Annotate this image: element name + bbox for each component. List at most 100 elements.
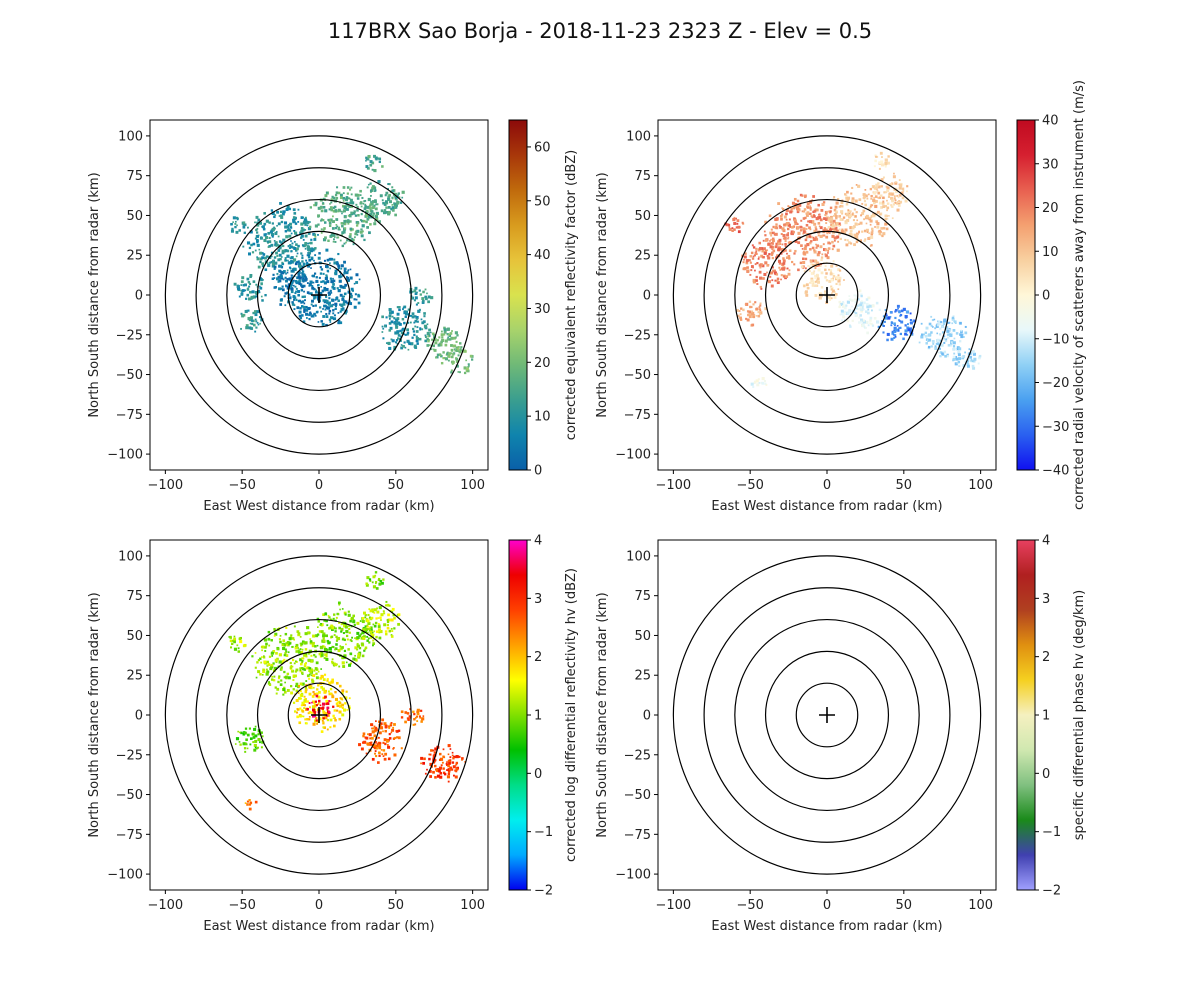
echo-gate (250, 243, 253, 247)
echo-gate (379, 726, 384, 730)
echo-gate (328, 700, 331, 703)
echo-gate (310, 315, 313, 318)
echo-gate (841, 212, 844, 215)
echo-gate (308, 718, 311, 721)
echo-gate (313, 669, 316, 672)
echo-gate (744, 252, 747, 255)
echo-gate (776, 281, 780, 285)
echo-gate (396, 330, 400, 334)
echo-gate (845, 194, 848, 197)
echo-gate (325, 312, 328, 316)
echo-gate (314, 655, 317, 658)
echo-gate (348, 205, 351, 208)
echo-gate (776, 254, 780, 258)
echo-gate (415, 330, 419, 333)
echo-gate (454, 775, 458, 779)
echo-gate (292, 258, 297, 262)
echo-gate (328, 208, 331, 211)
echo-gate (835, 264, 838, 267)
echo-gate (406, 339, 410, 343)
echo-gate (901, 187, 905, 191)
echo-gate (301, 667, 304, 670)
echo-gate (304, 663, 307, 666)
echo-gate (314, 692, 317, 695)
echo-gate (326, 265, 329, 268)
echo-gate (427, 300, 431, 304)
echo-gate (378, 720, 381, 723)
echo-gate (302, 305, 306, 309)
echo-gate (809, 228, 812, 231)
radar-site-marker (819, 707, 835, 723)
echo-gate (326, 728, 329, 731)
echo-gate (299, 316, 303, 320)
echo-gate (284, 681, 286, 684)
y-tick-label: −100 (615, 868, 651, 883)
echo-gate (352, 657, 356, 661)
y-tick-label: 0 (643, 709, 651, 724)
echo-gate (248, 246, 252, 250)
echo-gate (387, 197, 390, 200)
echo-gate (320, 232, 323, 234)
echo-gate (246, 293, 250, 297)
x-tick-label: 100 (968, 478, 993, 493)
echo-gate (861, 309, 864, 311)
echo-gate (893, 336, 896, 339)
echo-gate (791, 201, 796, 205)
echo-gate (288, 293, 291, 296)
echo-gate (878, 196, 882, 199)
echo-gate (256, 661, 259, 664)
echo-gate (337, 228, 340, 231)
echo-gate (286, 688, 290, 692)
echo-gate (320, 209, 324, 213)
echo-gate (453, 774, 455, 777)
echo-gate (342, 286, 344, 289)
echo-gate (341, 204, 345, 208)
echo-gate (783, 236, 787, 240)
echo-gate (818, 225, 821, 228)
echo-gate (420, 756, 424, 760)
echo-gate (341, 244, 345, 248)
echo-gate (288, 229, 292, 232)
echo-gate (329, 206, 333, 209)
echo-gate (299, 690, 302, 693)
echo-gate (897, 204, 901, 207)
echo-gate (810, 279, 814, 283)
echo-gate (384, 752, 388, 756)
echo-gate (448, 762, 451, 765)
x-axis-label: East West distance from radar (km) (711, 499, 942, 514)
range-ring (672, 135, 982, 455)
echo-gate (784, 249, 787, 252)
echo-gate (279, 683, 283, 687)
y-tick-label: 75 (126, 589, 143, 604)
y-axis-label: North South distance from radar (km) (87, 172, 102, 417)
echo-gate (275, 230, 278, 233)
echo-gate (377, 761, 380, 764)
echo-gate (302, 276, 305, 280)
echo-gate (348, 235, 352, 239)
echo-gate (346, 220, 350, 224)
echo-gate (404, 333, 407, 336)
echo-gate (299, 670, 302, 673)
echo-gate (359, 201, 363, 204)
echo-gate (970, 358, 973, 361)
echo-gate (404, 346, 407, 349)
echo-gate (388, 183, 391, 186)
echo-gate (771, 266, 774, 269)
echo-gate (751, 257, 755, 260)
echo-gate (255, 320, 258, 323)
echo-gate (405, 310, 409, 314)
echo-gate (822, 201, 826, 204)
echo-gate (349, 188, 352, 191)
echo-gate (333, 717, 336, 719)
echo-gate (883, 320, 886, 323)
echo-gate (384, 200, 388, 204)
echo-gate (330, 280, 334, 284)
echo-gate (878, 308, 882, 312)
echo-gate (235, 220, 237, 223)
x-tick-label: −100 (656, 898, 692, 913)
echo-gate (313, 714, 317, 718)
echo-gate (249, 282, 252, 286)
echo-gate (910, 332, 914, 336)
echo-gate (393, 317, 396, 320)
echo-gate (396, 342, 399, 345)
